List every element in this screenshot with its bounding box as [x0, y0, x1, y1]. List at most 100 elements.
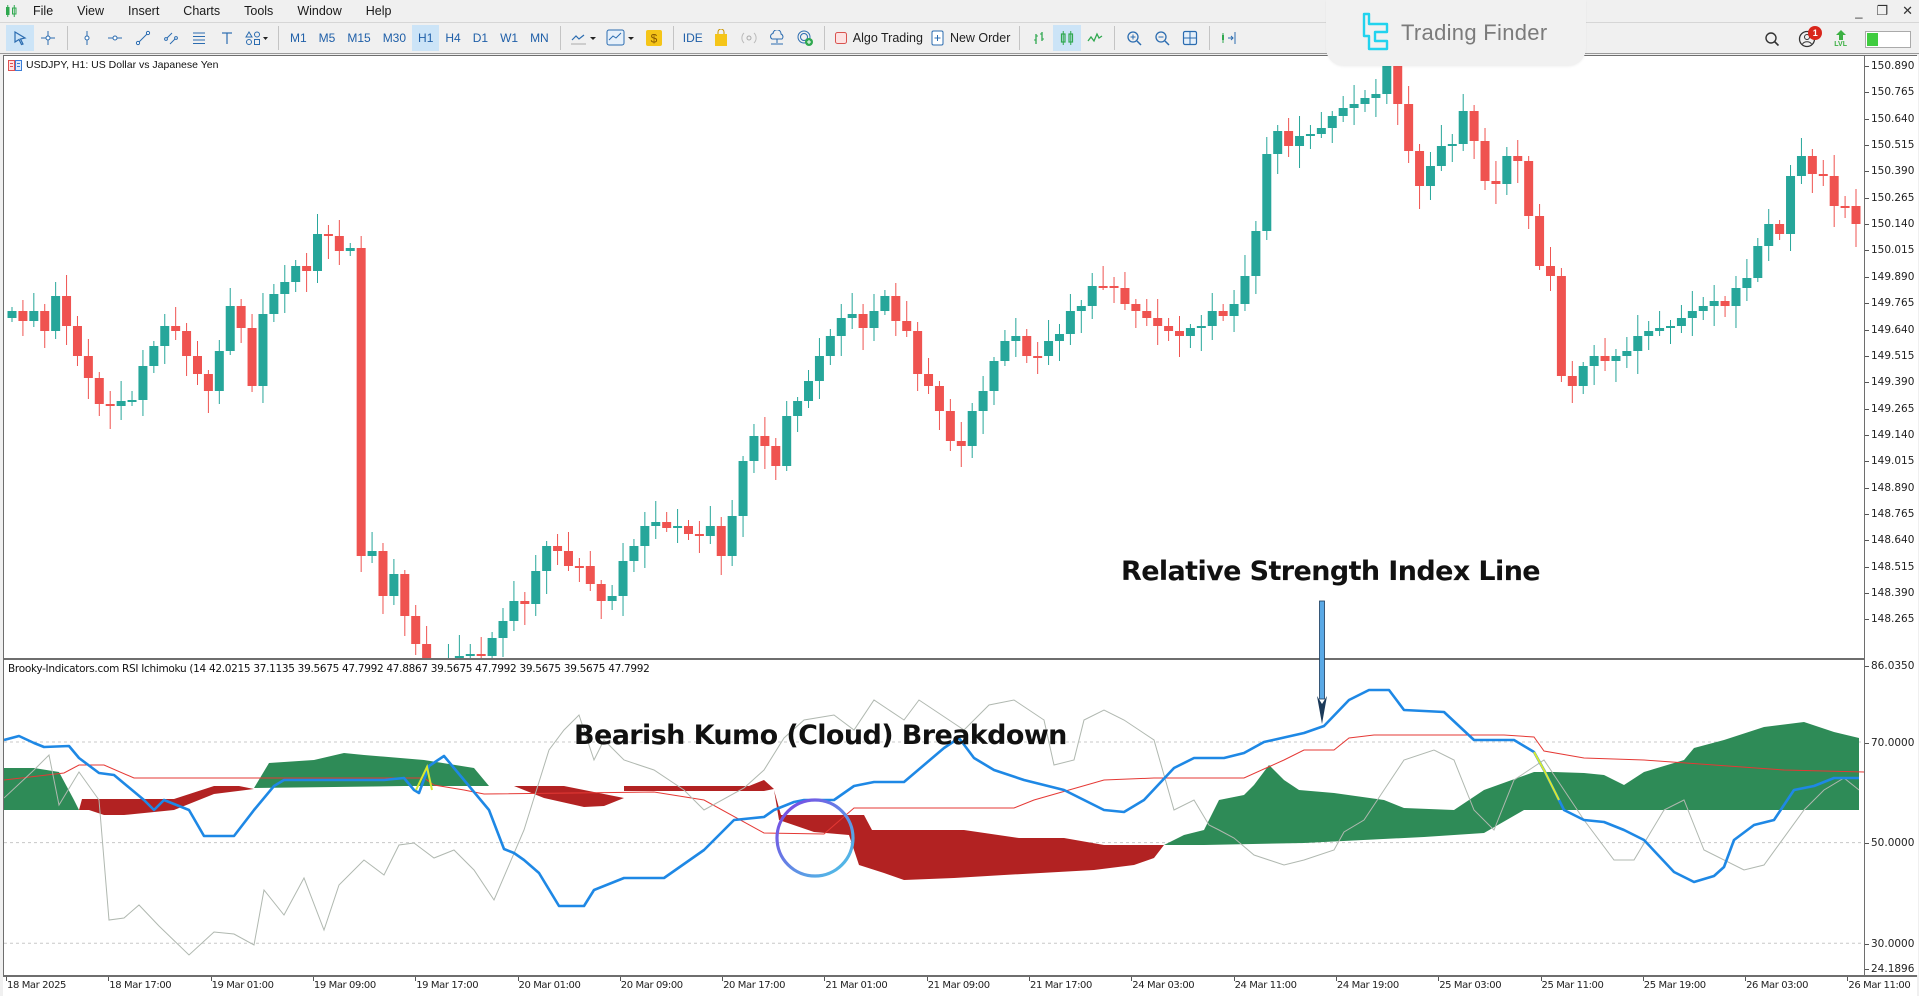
- candle-body: [825, 336, 835, 356]
- menu-help[interactable]: Help: [365, 4, 392, 18]
- timeframe-m1[interactable]: M1: [290, 31, 307, 45]
- search-icon[interactable]: [1764, 31, 1780, 47]
- menu-charts[interactable]: Charts: [183, 4, 221, 18]
- chart-template-icon: [606, 29, 634, 46]
- candle-body: [1851, 206, 1861, 224]
- candle-body: [891, 296, 901, 321]
- zoom-out-button[interactable]: [1148, 25, 1176, 51]
- price-tick: [1865, 566, 1869, 568]
- timeframe-mn[interactable]: MN: [530, 31, 549, 45]
- restore-icon[interactable]: ❐: [1876, 3, 1889, 18]
- trading-finder-brand: Trading Finder: [1401, 20, 1548, 45]
- line-chart-icon: [570, 34, 596, 45]
- candle-body: [858, 314, 868, 328]
- candle-body: [1415, 151, 1425, 186]
- timeframe-d1[interactable]: D1: [472, 31, 489, 45]
- candlestick-chart-button[interactable]: [1053, 25, 1082, 51]
- text-tool-button[interactable]: [213, 25, 241, 51]
- candle-body: [323, 234, 333, 236]
- cursor-tool-button[interactable]: [6, 25, 34, 51]
- candle-body: [1196, 326, 1206, 328]
- bar-chart-button[interactable]: [1025, 25, 1053, 51]
- menu-view[interactable]: View: [77, 4, 105, 18]
- candle-body: [1600, 356, 1610, 361]
- candle-body: [814, 356, 824, 381]
- zoom-in-button[interactable]: [1120, 25, 1148, 51]
- timeframe-m5[interactable]: M5: [318, 31, 336, 45]
- candle-body: [62, 296, 72, 326]
- candle-body: [1458, 111, 1468, 144]
- channel-icon: [164, 32, 178, 45]
- toolbar-separator: [1019, 26, 1021, 50]
- toolbar-right: 1 LVL: [1764, 23, 1911, 55]
- crosshair-tool-button[interactable]: [34, 25, 62, 51]
- price-tick: [1865, 276, 1869, 278]
- menu-insert[interactable]: Insert: [128, 4, 160, 18]
- channel-button[interactable]: [157, 25, 185, 51]
- line-chart-button[interactable]: [1081, 25, 1109, 51]
- timeframe-m15[interactable]: M15: [347, 31, 371, 45]
- price-chart-pane[interactable]: USDJPY, H1: US Dollar vs Japanese Yen: [4, 56, 1864, 660]
- candle-body: [1589, 356, 1599, 366]
- highlight-circle-icon: [775, 798, 855, 878]
- fibonacci-button[interactable]: [185, 25, 213, 51]
- level-indicator[interactable]: LVL: [1834, 29, 1847, 49]
- candle-body: [1535, 216, 1545, 266]
- candle-body: [913, 331, 923, 374]
- copy-trading-button[interactable]: [791, 25, 819, 51]
- minimize-icon[interactable]: _: [1855, 3, 1863, 19]
- candle-body: [1251, 231, 1261, 276]
- menu-window[interactable]: Window: [297, 4, 342, 18]
- candle-body: [127, 400, 137, 402]
- new-order-button[interactable]: New Order: [927, 25, 1014, 51]
- templates-dropdown[interactable]: [602, 25, 640, 51]
- horizontal-line-button[interactable]: [101, 25, 129, 51]
- vps-button[interactable]: [763, 25, 791, 51]
- timeframe-h4[interactable]: H4: [445, 31, 461, 45]
- candle-body: [1044, 341, 1054, 356]
- price-axis[interactable]: 150.890 150.765 150.640 150.515 150.390 150.2…: [1864, 56, 1918, 975]
- ide-button[interactable]: IDE: [682, 31, 703, 45]
- time-label: 18 Mar 2025: [7, 980, 66, 991]
- chart-shift-button[interactable]: [1215, 25, 1243, 51]
- menu-file[interactable]: File: [33, 4, 54, 18]
- time-label: 24 Mar 11:00: [1234, 980, 1297, 991]
- market-button[interactable]: $: [640, 25, 668, 51]
- algo-trading-button[interactable]: Algo Trading: [830, 25, 927, 51]
- candle-body: [727, 516, 737, 556]
- timeframe-h1[interactable]: H1: [412, 25, 440, 51]
- trendline-button[interactable]: [129, 25, 157, 51]
- tile-windows-button[interactable]: [1176, 25, 1204, 51]
- menu-tools[interactable]: Tools: [244, 4, 274, 18]
- timeframe-m30[interactable]: M30: [382, 31, 407, 45]
- rsi-ichimoku-pane[interactable]: Brooky-Indicators.com RSI Ichimoku (14 4…: [4, 660, 1864, 973]
- algo-trading-stop-icon: [834, 32, 847, 44]
- candle-body: [705, 526, 715, 536]
- rsi-ichimoku-plot: [4, 688, 1864, 956]
- candle-body: [880, 296, 890, 311]
- one-click-trading-icon[interactable]: [8, 59, 22, 71]
- candle-body: [1022, 336, 1032, 356]
- price-tick: [1865, 434, 1869, 436]
- time-tick: [1131, 977, 1133, 981]
- candle-body: [214, 351, 224, 391]
- toolbar-separator: [559, 26, 561, 50]
- candle-body: [1731, 288, 1741, 306]
- svg-text:$: $: [650, 32, 657, 46]
- indicators-dropdown[interactable]: [566, 25, 602, 51]
- timeframe-w1[interactable]: W1: [500, 31, 519, 45]
- account-button[interactable]: 1: [1798, 26, 1823, 48]
- time-axis[interactable]: 18 Mar 2025 18 Mar 17:00 19 Mar 01:00 19 Ma…: [3, 976, 1917, 996]
- candle-body: [1295, 136, 1305, 146]
- market-shop-button[interactable]: [707, 25, 735, 51]
- time-tick: [926, 977, 928, 981]
- shapes-button[interactable]: [241, 25, 273, 51]
- level-progress-bar: [1865, 30, 1911, 48]
- vertical-line-button[interactable]: [73, 25, 101, 51]
- time-tick: [1847, 977, 1849, 981]
- candle-body: [40, 311, 50, 331]
- candle-body: [1327, 116, 1337, 128]
- signals-button[interactable]: [735, 25, 763, 51]
- chart-window[interactable]: USDJPY, H1: US Dollar vs Japanese Yen Br…: [3, 55, 1918, 976]
- close-icon[interactable]: ✕: [1902, 3, 1913, 18]
